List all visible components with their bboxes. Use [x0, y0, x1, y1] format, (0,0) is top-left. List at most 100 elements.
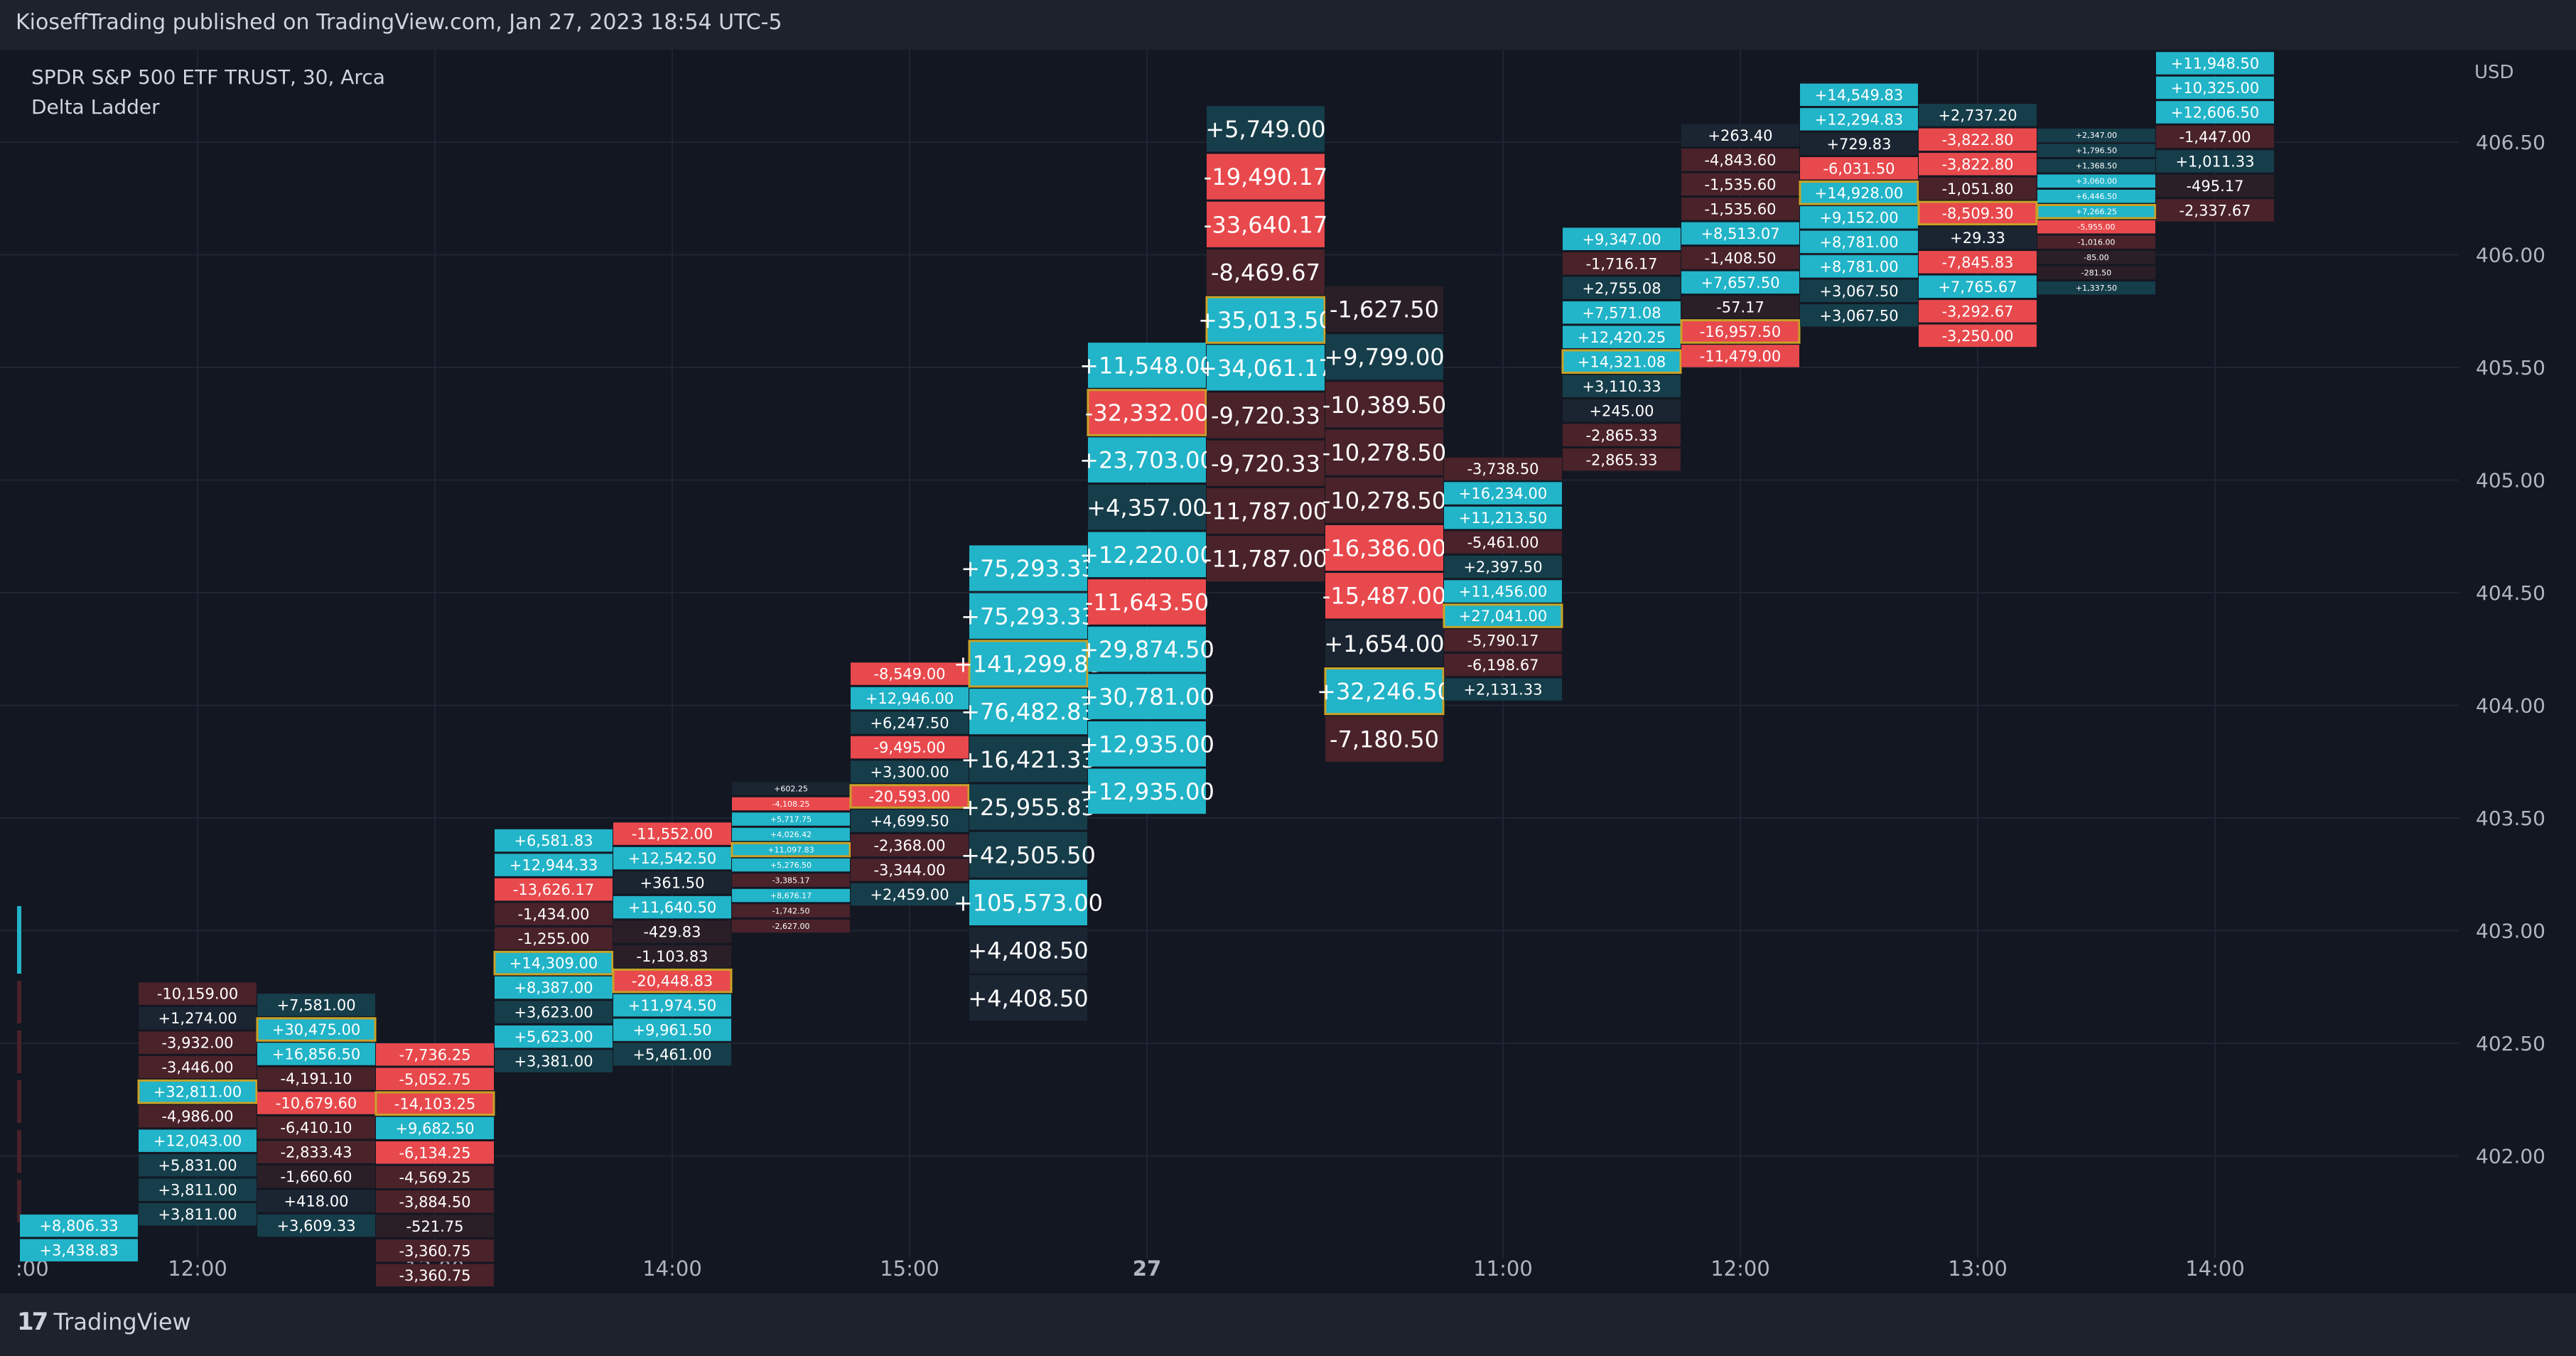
delta-cell[interactable]: [1681, 345, 1799, 367]
delta-cell[interactable]: [1207, 154, 1325, 200]
delta-cell[interactable]: [1563, 375, 1681, 397]
delta-cell[interactable]: [851, 834, 969, 857]
delta-cell[interactable]: [376, 1141, 494, 1164]
delta-cell[interactable]: [20, 1239, 138, 1261]
delta-cell[interactable]: [139, 1178, 257, 1201]
delta-cell[interactable]: [1088, 579, 1206, 625]
delta-cell[interactable]: [969, 736, 1087, 782]
delta-cell[interactable]: [613, 822, 731, 845]
delta-cell[interactable]: [2037, 158, 2155, 173]
delta-cell[interactable]: [374, 1091, 495, 1116]
delta-cell[interactable]: [1207, 345, 1325, 391]
delta-cell[interactable]: [1444, 531, 1562, 554]
delta-cell[interactable]: [1088, 437, 1206, 483]
delta-cell[interactable]: [2037, 266, 2155, 279]
delta-cell[interactable]: [495, 1025, 613, 1048]
delta-cell[interactable]: [1444, 457, 1562, 480]
delta-cell[interactable]: [1088, 721, 1206, 767]
delta-cell[interactable]: [1800, 255, 1918, 278]
delta-cell[interactable]: [376, 1166, 494, 1189]
delta-cell[interactable]: [1919, 226, 2037, 249]
delta-cell[interactable]: [1088, 626, 1206, 672]
delta-cell[interactable]: [613, 871, 731, 894]
delta-cell[interactable]: [257, 1043, 375, 1065]
delta-cell[interactable]: [1088, 768, 1206, 814]
delta-cell[interactable]: [613, 945, 731, 968]
delta-cell[interactable]: [1324, 667, 1445, 716]
delta-cell[interactable]: [257, 1190, 375, 1212]
delta-ladder-chart[interactable]: USD 406.50 406.00 405.50 405.00 404.50 404.00 4…: [0, 50, 2576, 1293]
delta-cell[interactable]: [851, 883, 969, 906]
delta-cell[interactable]: [732, 858, 850, 872]
delta-cell[interactable]: [613, 920, 731, 943]
delta-cell[interactable]: [1681, 222, 1799, 245]
delta-cell[interactable]: [2037, 189, 2155, 203]
delta-cell[interactable]: [2156, 174, 2274, 198]
delta-cell[interactable]: [139, 1202, 257, 1226]
delta-cell[interactable]: [969, 832, 1087, 878]
delta-cell[interactable]: [1681, 198, 1799, 220]
delta-cell[interactable]: [969, 879, 1087, 926]
delta-cell[interactable]: [2156, 76, 2274, 99]
delta-cell[interactable]: [376, 1116, 494, 1140]
delta-cell[interactable]: [2037, 128, 2155, 142]
delta-cell[interactable]: [495, 903, 613, 925]
delta-cell[interactable]: [968, 640, 1089, 688]
delta-cell[interactable]: [1088, 484, 1206, 530]
delta-cell[interactable]: [851, 687, 969, 710]
delta-cell[interactable]: [376, 1239, 494, 1262]
delta-cell[interactable]: [1919, 128, 2037, 151]
delta-cell[interactable]: [731, 841, 851, 858]
delta-cell[interactable]: [493, 950, 614, 976]
delta-cell[interactable]: [1444, 629, 1562, 652]
delta-cell[interactable]: [851, 859, 969, 881]
delta-cell[interactable]: [1919, 275, 2037, 298]
delta-cell[interactable]: [257, 1141, 375, 1163]
delta-cell[interactable]: [1444, 678, 1562, 701]
delta-cell[interactable]: [1325, 382, 1443, 428]
delta-cell[interactable]: [495, 976, 613, 999]
delta-cell[interactable]: [1681, 247, 1799, 269]
delta-cell[interactable]: [1563, 448, 1681, 471]
delta-cell[interactable]: [139, 1129, 257, 1152]
delta-cell[interactable]: [1325, 334, 1443, 380]
delta-cell[interactable]: [851, 760, 969, 783]
delta-cell[interactable]: [732, 782, 850, 795]
delta-cell[interactable]: [1444, 580, 1562, 603]
delta-cell[interactable]: [139, 1006, 257, 1030]
delta-cell[interactable]: [1681, 296, 1799, 318]
delta-cell[interactable]: [613, 1018, 731, 1041]
delta-cell[interactable]: [1681, 149, 1799, 171]
delta-cell[interactable]: [2156, 52, 2274, 75]
delta-cell[interactable]: [851, 711, 969, 734]
delta-cell[interactable]: [613, 846, 731, 870]
delta-cell[interactable]: [257, 994, 375, 1016]
delta-cell[interactable]: [376, 1067, 494, 1091]
delta-cell[interactable]: [1207, 249, 1325, 296]
delta-cell[interactable]: [1207, 106, 1325, 152]
delta-cell[interactable]: [1325, 524, 1443, 571]
delta-cell[interactable]: [732, 919, 850, 933]
delta-cell[interactable]: [1325, 477, 1443, 523]
delta-cell[interactable]: [1800, 279, 1918, 303]
delta-cell[interactable]: [732, 812, 850, 826]
delta-cell[interactable]: [2156, 101, 2274, 124]
delta-cell[interactable]: [1325, 429, 1443, 475]
delta-cell[interactable]: [1443, 603, 1563, 628]
delta-cell[interactable]: [1325, 620, 1443, 667]
delta-cell[interactable]: [1207, 201, 1325, 247]
symbol-title[interactable]: SPDR S&P 500 ETF TRUST, 30, Arca: [31, 65, 385, 89]
delta-cell[interactable]: [1207, 440, 1325, 486]
delta-cell[interactable]: [613, 1043, 731, 1066]
delta-cell[interactable]: [1681, 124, 1799, 147]
delta-cell[interactable]: [969, 975, 1087, 1021]
delta-cell[interactable]: [613, 895, 731, 919]
delta-cell[interactable]: [1207, 488, 1325, 534]
indicator-title[interactable]: Delta Ladder: [31, 95, 160, 119]
delta-cell[interactable]: [1207, 392, 1325, 438]
delta-cell[interactable]: [1444, 482, 1562, 505]
delta-cell[interactable]: [1205, 296, 1326, 344]
delta-cell[interactable]: [1800, 157, 1918, 180]
delta-cell[interactable]: [1563, 227, 1681, 250]
delta-cell[interactable]: [1325, 716, 1443, 762]
